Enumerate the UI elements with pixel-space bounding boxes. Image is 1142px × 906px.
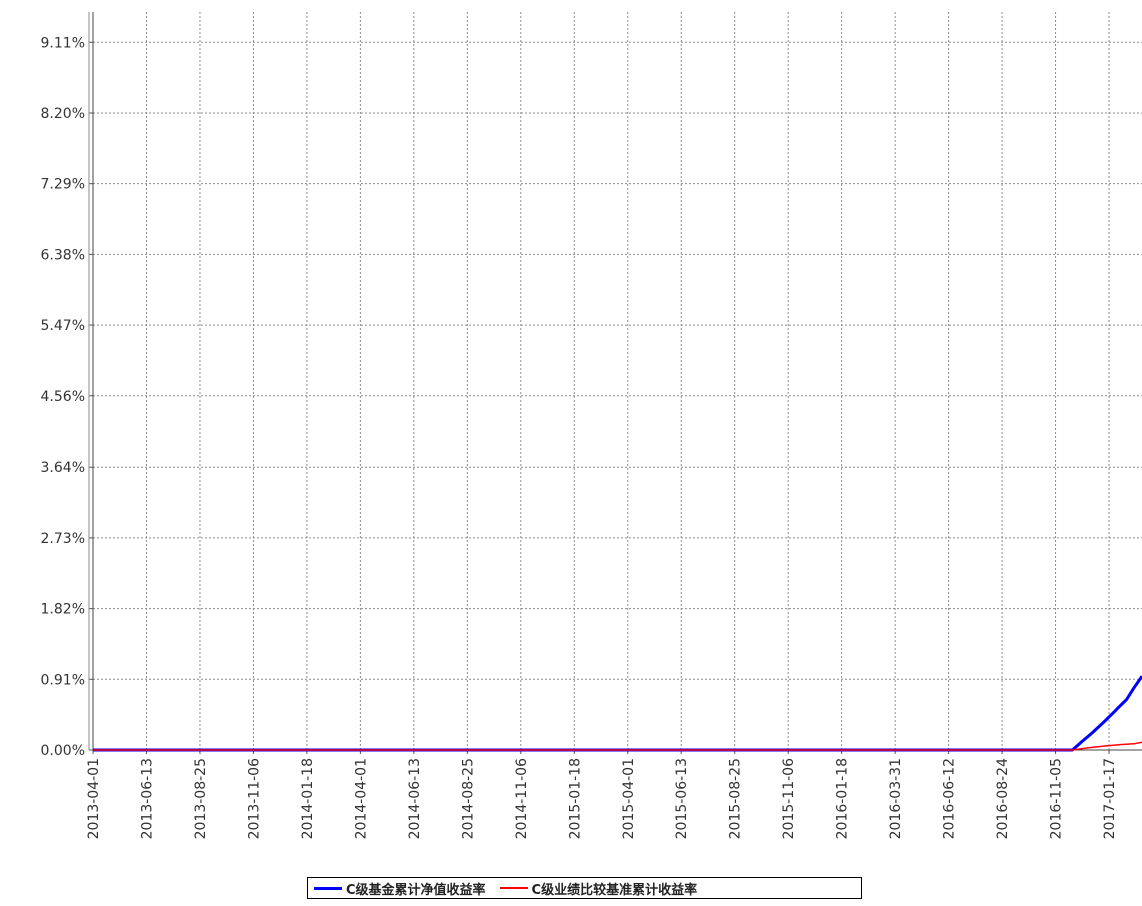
- y-tick-labels: 0.00% 0.91% 1.82% 2.73% 3.64% 4.56% 5.47% 6.38%…: [41, 35, 85, 759]
- x-tick-label: 2015-06-13: [674, 758, 690, 839]
- x-tick-label: 2016-08-24: [995, 758, 1011, 839]
- x-tick-label: 2015-11-06: [781, 758, 797, 839]
- legend-item-benchmark: C级业绩比较基准累计收益率: [499, 879, 698, 898]
- x-tick-label: 2014-04-01: [353, 758, 369, 839]
- x-tick-label: 2014-01-18: [300, 758, 316, 839]
- x-tick-label: 2015-08-25: [728, 758, 744, 839]
- legend-label-fund: C级基金累计净值收益率: [346, 882, 486, 898]
- y-tick-label: 2.73%: [41, 531, 85, 547]
- series-lines: [93, 675, 1142, 752]
- series-line-benchmark: [93, 741, 1142, 751]
- x-tick-label: 2013-06-13: [139, 758, 155, 839]
- y-tick-label: 4.56%: [41, 389, 85, 405]
- x-tick-label: 2013-08-25: [193, 758, 209, 839]
- y-tick-label: 8.20%: [41, 106, 85, 122]
- legend-swatch-fund: [314, 886, 342, 890]
- x-tick-label: 2016-11-05: [1049, 758, 1065, 839]
- grid: [92, 12, 1142, 750]
- y-tick-label: 0.91%: [41, 672, 85, 688]
- legend: C级基金累计净值收益率 C级业绩比较基准累计收益率: [307, 877, 862, 899]
- y-tick-label: 0.00%: [41, 743, 85, 759]
- x-tick-label: 2014-06-13: [407, 758, 423, 839]
- x-tick-label: 2016-06-12: [942, 758, 958, 839]
- legend-item-fund: C级基金累计净值收益率: [314, 879, 486, 898]
- legend-label-benchmark: C级业绩比较基准累计收益率: [531, 882, 698, 898]
- y-tick-label: 6.38%: [41, 247, 85, 263]
- y-tick-label: 3.64%: [41, 460, 85, 476]
- series-line-fund: [93, 675, 1142, 752]
- y-tick-label: 5.47%: [41, 318, 85, 334]
- x-tick-label: 2016-03-31: [888, 758, 904, 839]
- x-tick-label: 2013-11-06: [246, 758, 262, 839]
- y-tick-label: 1.82%: [41, 602, 85, 618]
- y-tick-label: 9.11%: [41, 35, 85, 51]
- plot-area: [93, 12, 1142, 750]
- legend-swatch-benchmark: [499, 887, 528, 889]
- x-tick-labels: 2013-04-01 2013-06-13 2013-08-25 2013-11-06…: [86, 758, 1118, 839]
- x-tick-label: 2014-08-25: [460, 758, 476, 839]
- x-tick-label: 2017-01-17: [1102, 758, 1118, 839]
- x-tick-label: 2014-11-06: [514, 758, 530, 839]
- x-tick-label: 2015-04-01: [621, 758, 637, 839]
- x-tick-label: 2016-01-18: [835, 758, 851, 839]
- x-tick-label: 2015-01-18: [567, 758, 583, 839]
- y-tick-label: 7.29%: [41, 177, 85, 193]
- x-tick-label: 2013-04-01: [86, 758, 102, 839]
